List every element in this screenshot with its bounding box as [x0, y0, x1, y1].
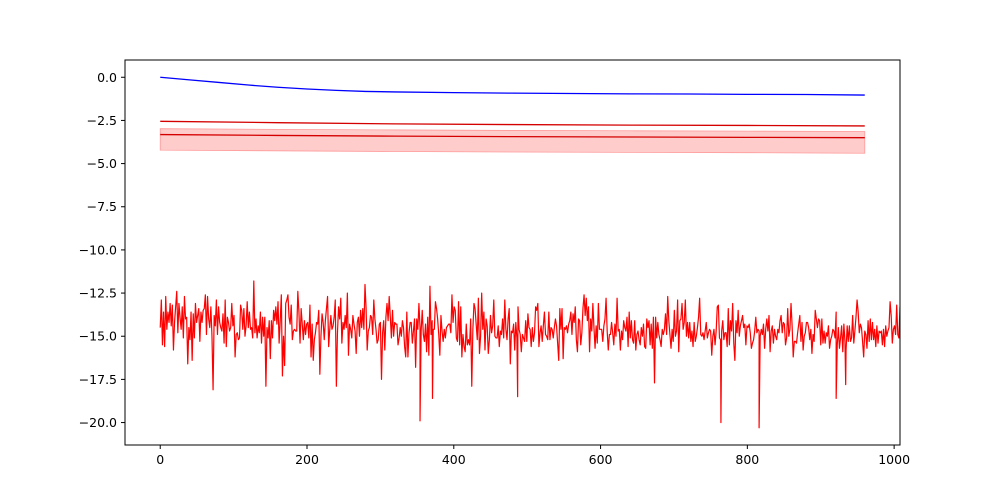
x-tick-label: 800 — [735, 452, 759, 467]
y-tick-label: −2.5 — [87, 113, 117, 128]
x-tick-label: 400 — [442, 452, 466, 467]
plot-area — [159, 76, 900, 429]
y-tick-label: −12.5 — [79, 286, 117, 301]
series-group — [159, 76, 900, 429]
x-tick-label: 600 — [589, 452, 613, 467]
y-tick-label: −5.0 — [87, 156, 117, 171]
series-2-band — [159, 128, 866, 154]
y-tick-label: −20.0 — [79, 415, 117, 430]
x-tick-label: 0 — [156, 452, 164, 467]
y-tick-label: −10.0 — [79, 242, 117, 257]
x-tick-label: 200 — [295, 452, 319, 467]
x-tick-label: 1000 — [878, 452, 910, 467]
series-3-line — [159, 280, 900, 429]
y-tick-label: −17.5 — [79, 372, 117, 387]
axes-frame — [124, 59, 901, 446]
series-2-line — [160, 133, 865, 139]
series-0-line — [160, 76, 865, 96]
y-tick-label: −7.5 — [87, 199, 117, 214]
axes: 0 200 400 600 800 1000 0.0 −2.5 −5.0 −7.5 −10.0 −12… — [79, 59, 910, 467]
y-tick-label: 0.0 — [97, 70, 117, 85]
y-tick-label: −15.0 — [79, 329, 117, 344]
series-1-line — [160, 120, 865, 127]
